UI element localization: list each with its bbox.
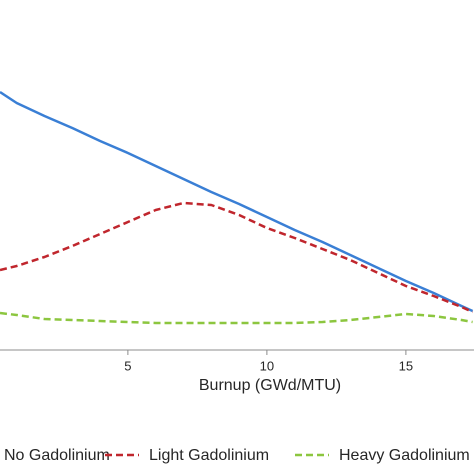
legend-label: No Gadolinium: [4, 447, 110, 464]
x-tick-label: 15: [399, 358, 413, 373]
series-line: [0, 90, 474, 313]
x-tick-label: 10: [260, 358, 274, 373]
x-tick-label: 5: [124, 358, 131, 373]
legend-label: Light Gadolinium: [149, 447, 269, 464]
x-axis-label: Burnup (GWd/MTU): [199, 377, 341, 394]
legend-label: Heavy Gadolinium: [339, 447, 470, 464]
series-line: [0, 201, 474, 314]
series-line: [0, 311, 473, 325]
